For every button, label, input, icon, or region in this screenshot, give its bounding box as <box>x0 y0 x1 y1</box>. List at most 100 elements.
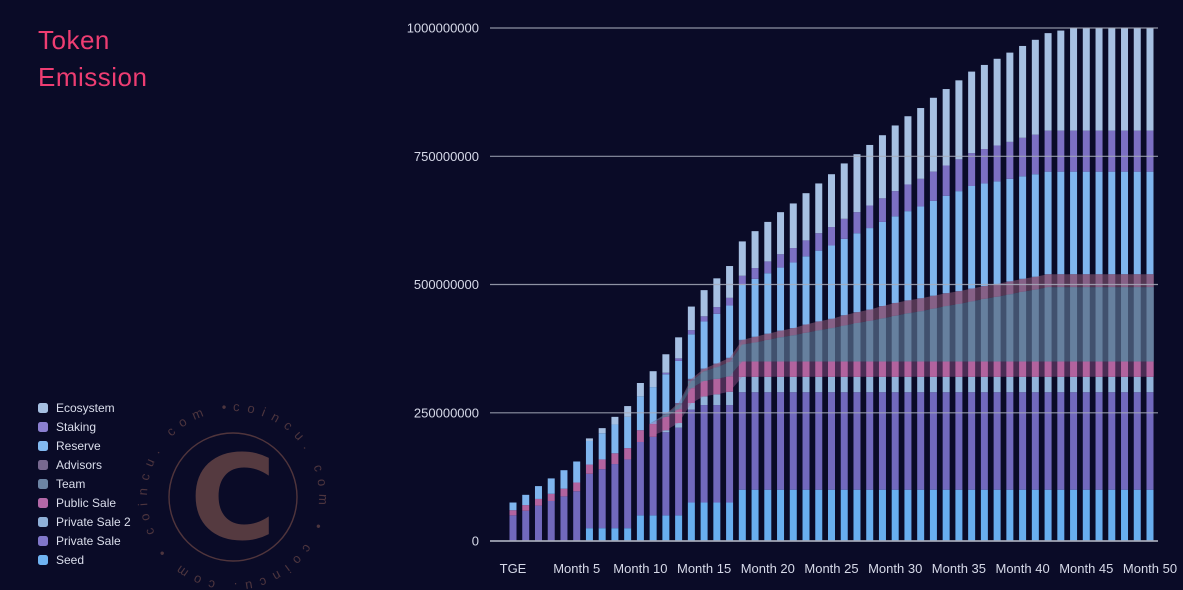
bar-month-2 <box>534 486 542 541</box>
bar-segment-reserve <box>993 181 1001 284</box>
bar-segment-public-sale <box>1133 361 1141 377</box>
bar-segment-private-sale-2 <box>840 376 848 393</box>
bar-segment-private-sale <box>917 392 925 490</box>
bar-segment-private-sale <box>700 405 708 503</box>
bar-segment-ecosystem <box>649 371 657 388</box>
bar-segment-staking <box>993 145 1001 182</box>
bar-segment-reserve <box>828 245 835 319</box>
watermark-c-logo: C <box>190 429 277 567</box>
bar-segment-private-sale <box>891 392 899 490</box>
bar-segment-staking <box>878 198 886 222</box>
legend-item-advisors[interactable]: Advisors <box>38 455 131 474</box>
bar-segment-private-sale <box>611 464 619 529</box>
bar-segment-reserve <box>815 250 823 322</box>
legend-color-chip <box>38 516 48 527</box>
bar-segment-private-sale <box>942 392 950 490</box>
bar-segment-private-sale-2 <box>929 376 937 393</box>
bar-segment-staking <box>1031 134 1039 175</box>
bar-segment-staking <box>777 254 785 268</box>
bar-segment-reserve <box>726 305 734 358</box>
bar-segment-public-sale <box>802 361 810 377</box>
bar-segment-private-sale-2 <box>764 376 772 393</box>
bar-segment-ecosystem <box>878 135 886 199</box>
bar-segment-ecosystem <box>955 80 963 160</box>
bar-segment-private-sale <box>789 392 797 490</box>
bar-segment-public-sale <box>687 388 695 404</box>
x-axis-label-month-5: Month 5 <box>553 561 600 576</box>
bar-segment-ecosystem <box>777 212 785 255</box>
bar-segment-reserve <box>942 195 950 294</box>
bar-segment-private-sale <box>662 432 670 516</box>
bar-segment-private-sale-2 <box>1095 376 1103 393</box>
bar-segment-staking <box>1095 130 1103 172</box>
bar-segment-private-sale-2 <box>687 403 695 410</box>
page-title-line1: Token <box>38 25 110 55</box>
bar-segment-private-sale-2 <box>713 394 721 406</box>
bar-segment-seed <box>955 489 963 541</box>
bar-segment-public-sale <box>1121 361 1129 377</box>
bar-segment-seed <box>662 515 670 541</box>
bar-segment-ecosystem <box>1121 28 1129 131</box>
bar-segment-public-sale <box>726 376 734 392</box>
legend-item-team[interactable]: Team <box>38 474 131 493</box>
legend-item-private-sale-2[interactable]: Private Sale 2 <box>38 512 131 531</box>
bar-segment-public-sale <box>649 424 657 437</box>
bar-segment-reserve <box>585 440 593 465</box>
bar-segment-staking <box>866 205 874 229</box>
bar-segment-staking <box>751 268 759 279</box>
bar-segment-ecosystem <box>636 383 644 397</box>
bar-segment-reserve <box>522 494 530 506</box>
legend-item-seed[interactable]: Seed <box>38 550 131 569</box>
legend-item-staking[interactable]: Staking <box>38 417 131 436</box>
bar-segment-reserve <box>624 416 632 449</box>
bar-month-19 <box>751 231 759 541</box>
bar-segment-seed <box>764 489 772 541</box>
bar-segment-staking <box>1019 137 1027 177</box>
bar-segment-private-sale <box>840 392 848 490</box>
bar-segment-staking <box>968 153 976 186</box>
legend-item-public-sale[interactable]: Public Sale <box>38 493 131 512</box>
bar-segment-public-sale <box>624 448 632 460</box>
bar-segment-private-sale <box>1082 392 1090 490</box>
y-axis-label-250000000: 250000000 <box>414 405 479 420</box>
bar-month-7 <box>598 428 606 541</box>
legend-item-private-sale[interactable]: Private Sale <box>38 531 131 550</box>
bar-segment-staking <box>1133 130 1141 172</box>
bar-segment-seed <box>751 489 759 541</box>
bar-segment-staking <box>980 149 988 184</box>
legend-item-label: Seed <box>56 552 85 567</box>
legend-item-ecosystem[interactable]: Ecosystem <box>38 398 131 417</box>
legend-item-label: Ecosystem <box>56 400 115 415</box>
bar-segment-private-sale <box>764 392 772 490</box>
bar-segment-private-sale-2 <box>1082 376 1090 393</box>
bar-segment-private-sale <box>726 405 734 503</box>
bar-segment-public-sale <box>955 361 963 377</box>
bar-segment-public-sale <box>636 430 644 442</box>
bar-segment-public-sale <box>815 361 823 377</box>
bar-month-1 <box>522 494 530 541</box>
legend-item-reserve[interactable]: Reserve <box>38 436 131 455</box>
bar-segment-reserve <box>1146 171 1154 275</box>
bar-segment-ecosystem <box>611 416 619 425</box>
bar-segment-ecosystem <box>942 89 950 166</box>
bar-segment-private-sale <box>1006 392 1014 490</box>
bar-segment-staking <box>789 248 797 263</box>
bar-segment-reserve <box>878 221 886 307</box>
bar-segment-seed <box>980 489 988 541</box>
bar-segment-seed <box>1121 489 1129 541</box>
bar-segment-staking <box>828 227 835 246</box>
legend-item-label: Staking <box>56 419 97 434</box>
bar-segment-ecosystem <box>585 438 593 441</box>
bar-segment-ecosystem <box>751 231 759 269</box>
bar-segment-private-sale <box>1108 392 1116 490</box>
bar-segment-staking <box>904 184 912 212</box>
x-axis-labels-group: TGE Month 5 Month 10 Month 15 Month 20 Month … <box>500 561 1177 576</box>
x-axis-label-month-45: Month 45 <box>1059 561 1113 576</box>
bar-segment-staking <box>891 191 899 217</box>
bar-segment-reserve <box>891 216 899 303</box>
y-axis-label-500000000: 500000000 <box>414 277 479 292</box>
bar-segment-ecosystem <box>738 241 746 276</box>
bar-segment-public-sale <box>560 488 568 497</box>
